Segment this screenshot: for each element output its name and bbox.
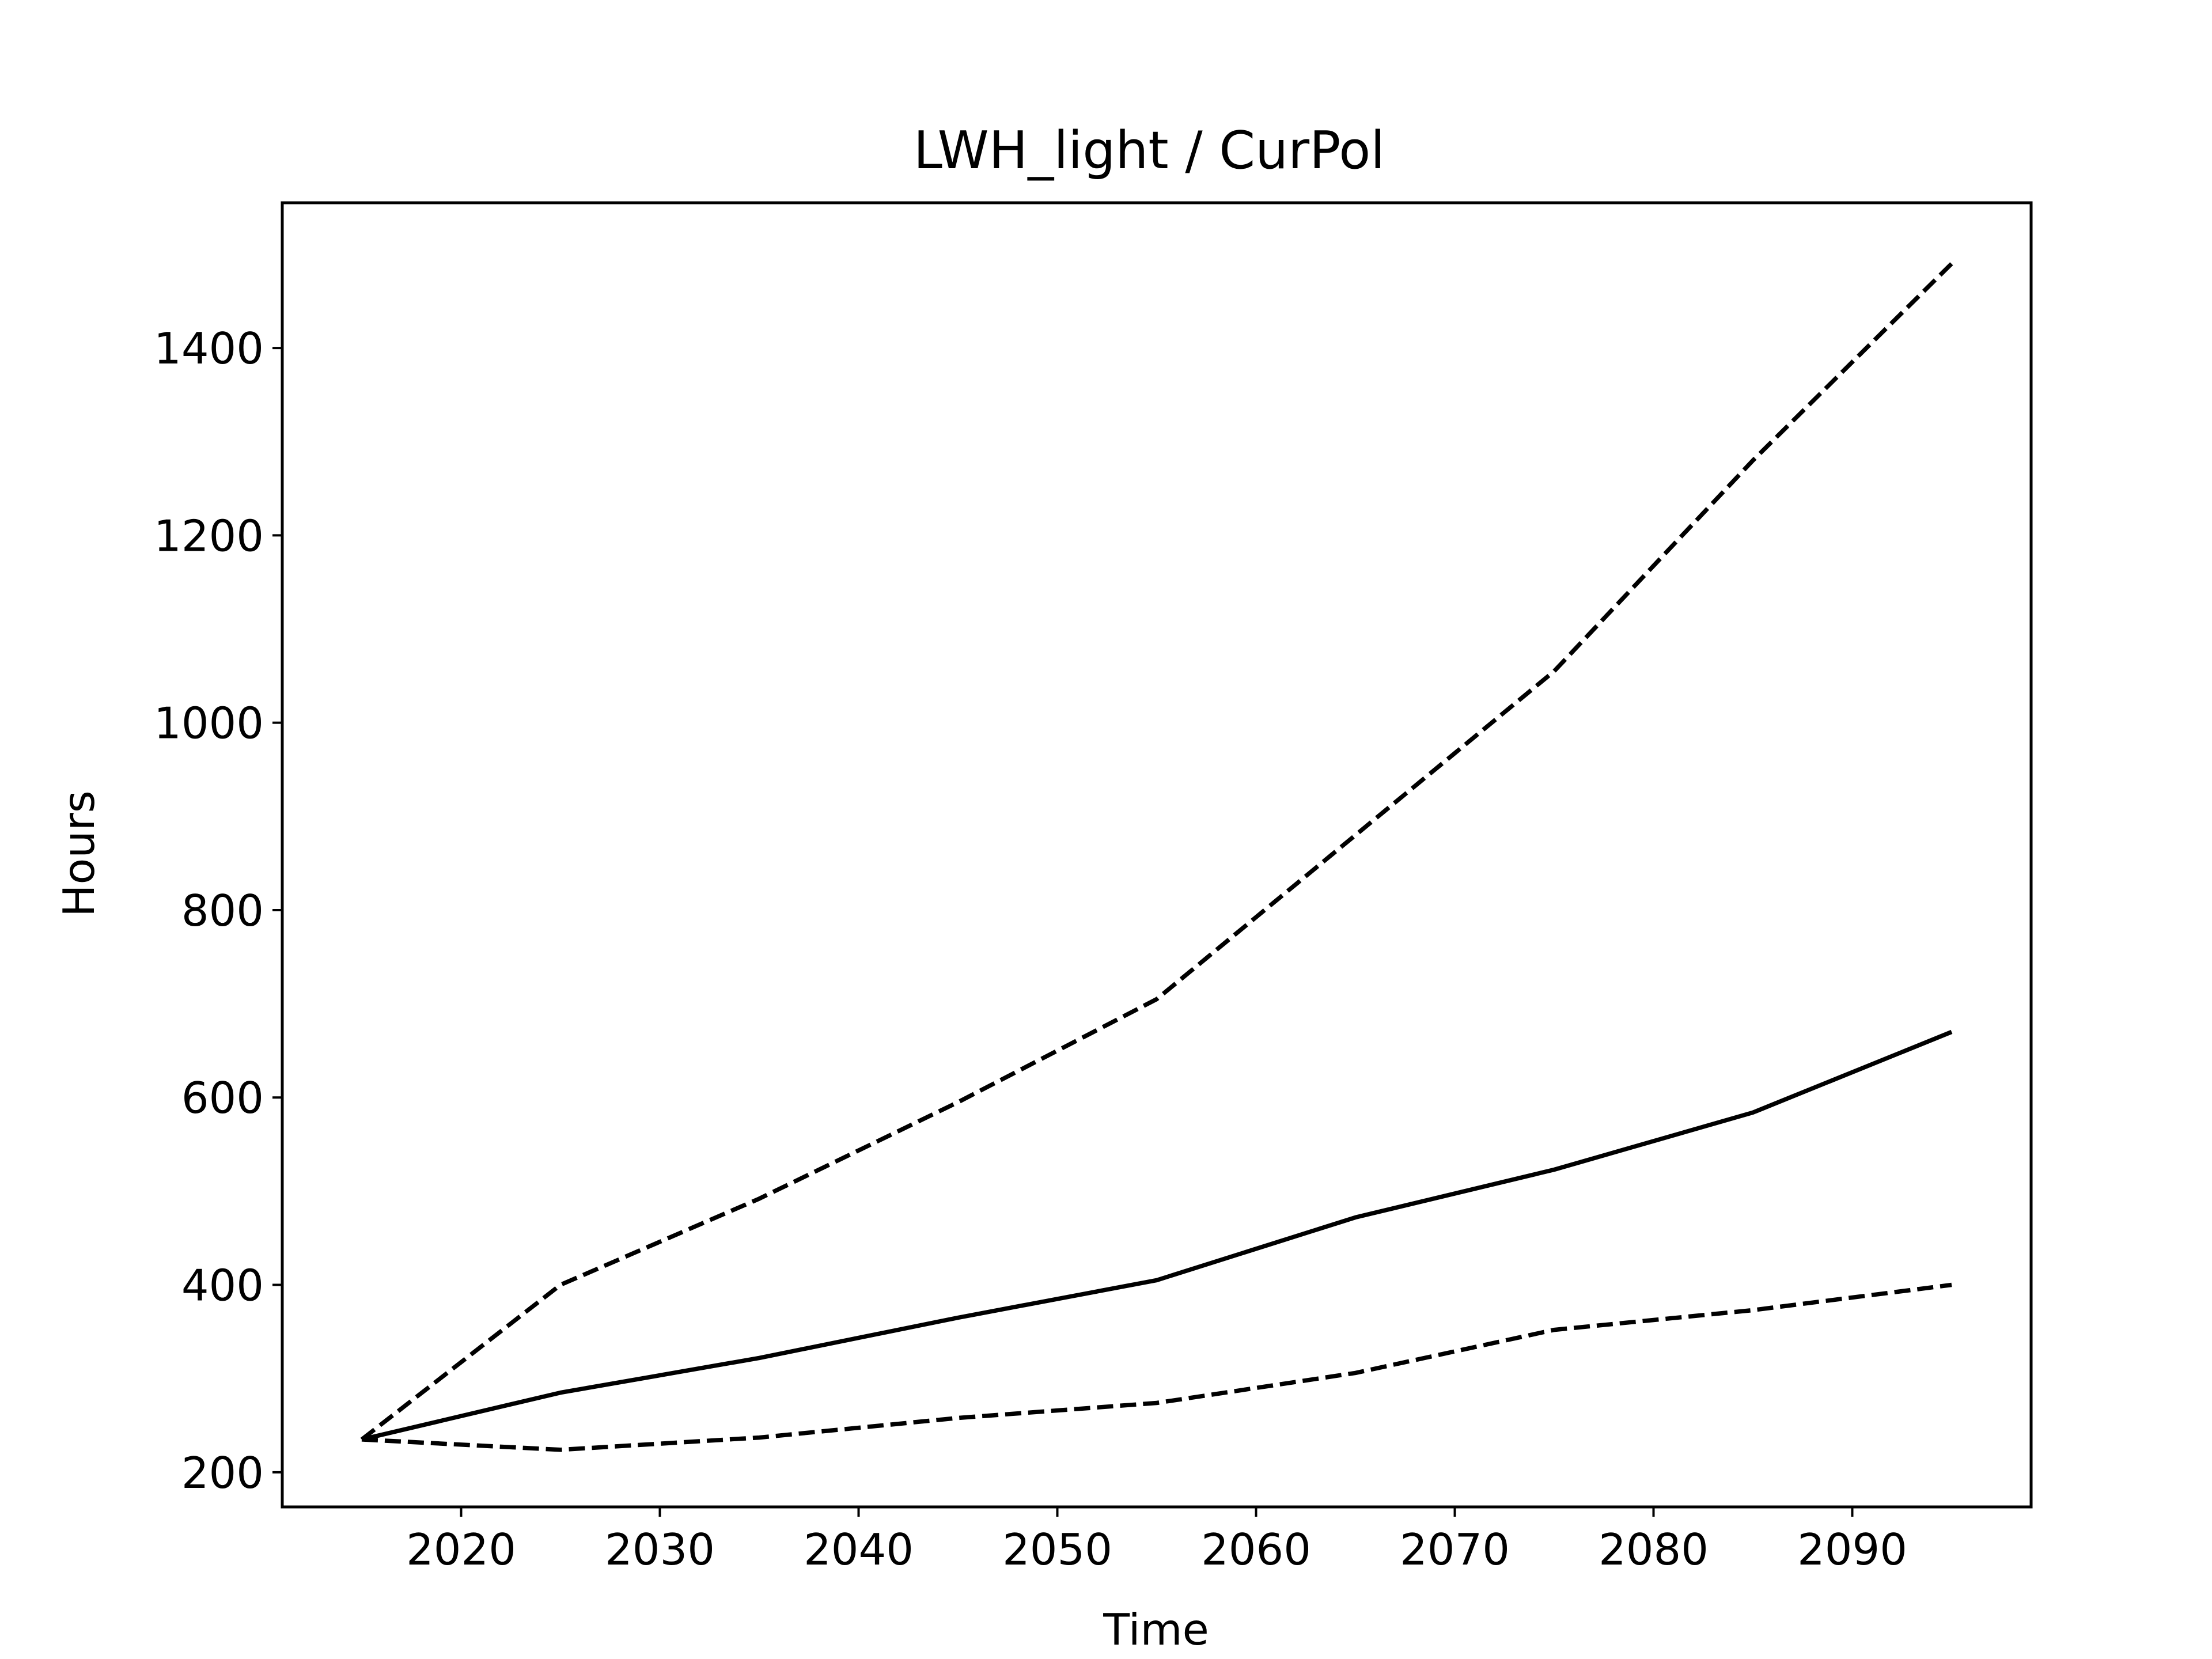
plot-frame <box>281 201 2033 1509</box>
y-tick-label: 1000 <box>154 698 264 749</box>
x-tick-label: 2080 <box>1599 1524 1709 1575</box>
y-tick-label: 800 <box>181 885 264 936</box>
x-tick-label: 2060 <box>1201 1524 1311 1575</box>
y-tick-label: 200 <box>181 1448 264 1498</box>
x-tick-label: 2070 <box>1400 1524 1510 1575</box>
y-axis-label: Hours <box>54 790 104 917</box>
chart-title: LWH_light / CurPol <box>914 120 1385 181</box>
x-tick-label: 2050 <box>1002 1524 1112 1575</box>
x-tick-label: 2090 <box>1797 1524 1907 1575</box>
plot-area <box>360 262 1953 1452</box>
x-axis-label: Time <box>1103 1604 1209 1655</box>
y-tick-label: 400 <box>181 1260 264 1311</box>
x-tick-label: 2030 <box>605 1524 715 1575</box>
y-tick-label: 1200 <box>154 510 264 561</box>
series-line-2 <box>361 1029 1953 1442</box>
x-tick-label: 2020 <box>406 1524 516 1575</box>
x-tick-label: 2040 <box>804 1524 914 1575</box>
series-line-3 <box>361 1282 1952 1452</box>
series-line-1 <box>360 262 1953 1441</box>
y-tick-label: 1400 <box>154 323 264 374</box>
y-tick-label: 600 <box>181 1073 264 1123</box>
x-axis: 2020 2030 2040 2050 2060 2070 2080 2090 <box>406 1507 1907 1575</box>
y-axis: 200 400 600 800 1000 1200 1400 <box>154 323 282 1498</box>
